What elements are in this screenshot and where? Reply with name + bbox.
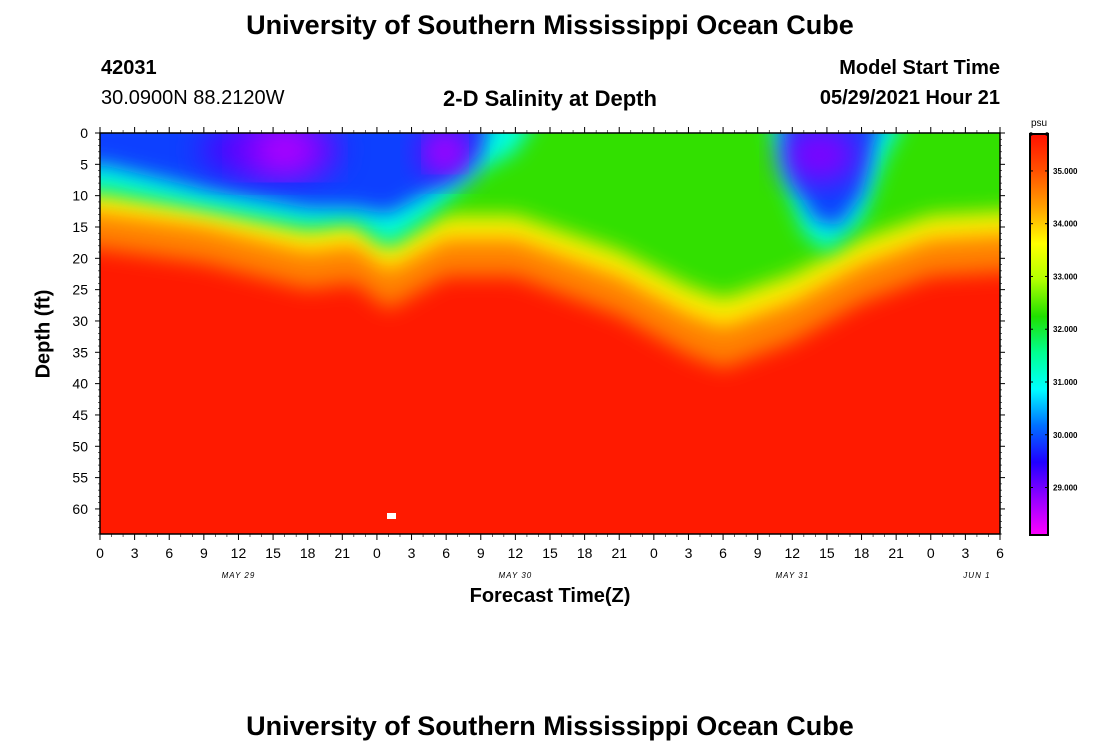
fresh-core-1-center <box>250 133 320 168</box>
salinity-field <box>100 133 1000 534</box>
station-location: 30.0900N 88.2120W <box>101 87 285 109</box>
missing-data-cell <box>387 513 396 519</box>
colorbar-end-dot <box>1029 132 1033 136</box>
y-tick-label: 60 <box>72 501 88 517</box>
x-tick-label: 21 <box>335 545 351 561</box>
x-tick-label: 6 <box>719 545 727 561</box>
x-tick-label: 6 <box>165 545 173 561</box>
x-tick-label: 3 <box>685 545 693 561</box>
y-tick-label: 10 <box>72 188 88 204</box>
x-tick-label: 15 <box>542 545 558 561</box>
plot-title: 2-D Salinity at Depth <box>443 86 657 111</box>
y-tick-label: 55 <box>72 470 88 486</box>
x-axis-label: Forecast Time(Z) <box>469 585 631 607</box>
x-tick-label: 0 <box>373 545 381 561</box>
x-date-label: JUN 1 <box>962 571 990 580</box>
x-tick-label: 0 <box>927 545 935 561</box>
x-tick-label: 9 <box>200 545 208 561</box>
x-tick-label: 12 <box>508 545 524 561</box>
station-id: 42031 <box>101 57 157 79</box>
x-tick-label: 3 <box>131 545 139 561</box>
x-tick-label: 18 <box>577 545 593 561</box>
fresh-core-2-center <box>430 138 460 166</box>
model-start-label: Model Start Time <box>839 57 1000 79</box>
colorbar-tick-label: 30.000 <box>1053 431 1078 440</box>
y-tick-label: 40 <box>72 376 88 392</box>
colorbar-tick-label: 35.000 <box>1053 167 1078 176</box>
x-date-label: MAY 30 <box>499 571 533 580</box>
colorbar-ramp <box>1029 133 1049 536</box>
x-tick-label: 0 <box>96 545 104 561</box>
y-tick-label: 45 <box>72 407 88 423</box>
y-axis: 0 5 10 15 20 25 30 35 40 45 50 55 60 <box>72 125 1005 535</box>
x-date-label: MAY 29 <box>222 571 256 580</box>
y-tick-label: 0 <box>80 125 88 141</box>
x-tick-label: 6 <box>996 545 1004 561</box>
x-tick-label: 9 <box>477 545 485 561</box>
y-tick-label: 50 <box>72 438 88 454</box>
y-tick-label: 25 <box>72 282 88 298</box>
y-tick-label: 30 <box>72 313 88 329</box>
x-tick-label: 12 <box>231 545 247 561</box>
x-tick-label: 15 <box>265 545 281 561</box>
x-tick-label: 12 <box>785 545 801 561</box>
y-tick-label: 5 <box>80 156 88 172</box>
colorbar-end-dot <box>1045 132 1049 136</box>
model-start-value: 05/29/2021 Hour 21 <box>819 87 1000 109</box>
x-tick-label: 9 <box>754 545 762 561</box>
x-tick-label: 15 <box>819 545 835 561</box>
x-tick-label: 3 <box>961 545 969 561</box>
colorbar-tick-label: 34.000 <box>1053 220 1078 229</box>
title-top: University of Southern Mississippi Ocean… <box>246 10 854 40</box>
colorbar-tick-label: 33.000 <box>1053 272 1078 281</box>
y-tick-label: 35 <box>72 344 88 360</box>
x-tick-label: 21 <box>888 545 904 561</box>
x-tick-label: 21 <box>611 545 627 561</box>
x-tick-label: 18 <box>854 545 870 561</box>
title-bottom: University of Southern Mississippi Ocean… <box>246 711 854 741</box>
colorbar: 35.000 34.000 33.000 32.000 31.000 30.000 29.0… <box>1029 118 1078 536</box>
x-tick-label: 18 <box>300 545 316 561</box>
x-axis: 0 3 6 9 12 15 18 21 0 3 6 9 12 15 18 21 0 3 6 9 12 15 18 21 0 3 6 M… <box>96 127 1004 580</box>
y-tick-label: 20 <box>72 250 88 266</box>
colorbar-tick-label: 32.000 <box>1053 325 1078 334</box>
x-tick-label: 6 <box>442 545 450 561</box>
x-tick-label: 3 <box>408 545 416 561</box>
colorbar-tick-label: 31.000 <box>1053 378 1078 387</box>
x-tick-label: 0 <box>650 545 658 561</box>
y-tick-label: 15 <box>72 219 88 235</box>
x-date-label: MAY 31 <box>775 571 809 580</box>
colorbar-unit: psu <box>1031 118 1047 129</box>
fresh-core-3 <box>782 133 858 183</box>
colorbar-tick-label: 29.000 <box>1053 484 1078 493</box>
